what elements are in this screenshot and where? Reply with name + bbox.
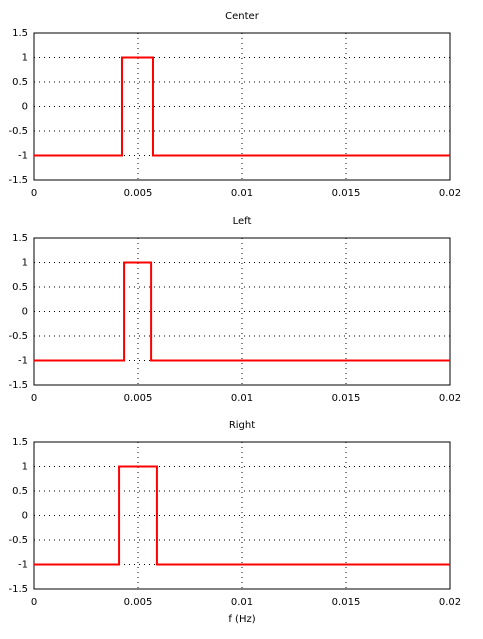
x-tick-label: 0.015 (332, 393, 361, 404)
plot-frame (33, 441, 451, 590)
y-tick-label: -1.5 (8, 584, 28, 595)
y-tick-label: -1 (18, 356, 28, 367)
line (34, 465, 450, 566)
y-tick-label: 1 (22, 53, 28, 64)
x-tick-label: 0.01 (231, 393, 253, 404)
y-tick-label: 0.5 (12, 77, 28, 88)
x-tick-label: 0.01 (231, 188, 253, 199)
y-tick-label: 0 (22, 307, 28, 318)
y-tick-label: -1.5 (8, 175, 28, 186)
y-tick-label: -0.5 (8, 331, 28, 342)
chart-title: Center (225, 11, 260, 22)
x-tick-label: 0 (31, 188, 37, 199)
x-tick-label: 0.005 (124, 188, 153, 199)
y-tick-label: -0.5 (8, 535, 28, 546)
y-tick-label: 1.5 (12, 437, 28, 448)
chart-title: Left (233, 216, 252, 227)
y-tick-label: -1 (18, 560, 28, 571)
x-tick-label: 0.015 (332, 597, 361, 608)
y-tick-label: 1.5 (12, 28, 28, 39)
chart-title: Right (229, 420, 255, 431)
y-tick-label: 0 (22, 511, 28, 522)
x-tick-label: 0.02 (439, 188, 461, 199)
line (34, 261, 450, 362)
x-tick-label: 0.02 (439, 597, 461, 608)
y-tick-label: 0.5 (12, 486, 28, 497)
plot-frame (33, 32, 451, 181)
plot-frame (33, 237, 451, 386)
x-tick-label: 0.005 (124, 597, 153, 608)
y-tick-label: 0.5 (12, 282, 28, 293)
y-tick-label: -1 (18, 151, 28, 162)
x-tick-label: 0 (31, 597, 37, 608)
x-tick-label: 0.02 (439, 393, 461, 404)
y-tick-label: -1.5 (8, 380, 28, 391)
x-tick-label: 0 (31, 393, 37, 404)
y-tick-label: 1 (22, 258, 28, 269)
y-tick-label: 1 (22, 462, 28, 473)
x-tick-label: 0.01 (231, 597, 253, 608)
y-tick-label: -0.5 (8, 126, 28, 137)
x-tick-label: 0.005 (124, 393, 153, 404)
x-tick-label: 0.015 (332, 188, 361, 199)
x-axis-label: f (Hz) (228, 614, 255, 625)
line (34, 56, 450, 157)
y-tick-label: 1.5 (12, 233, 28, 244)
y-tick-label: 0 (22, 102, 28, 113)
